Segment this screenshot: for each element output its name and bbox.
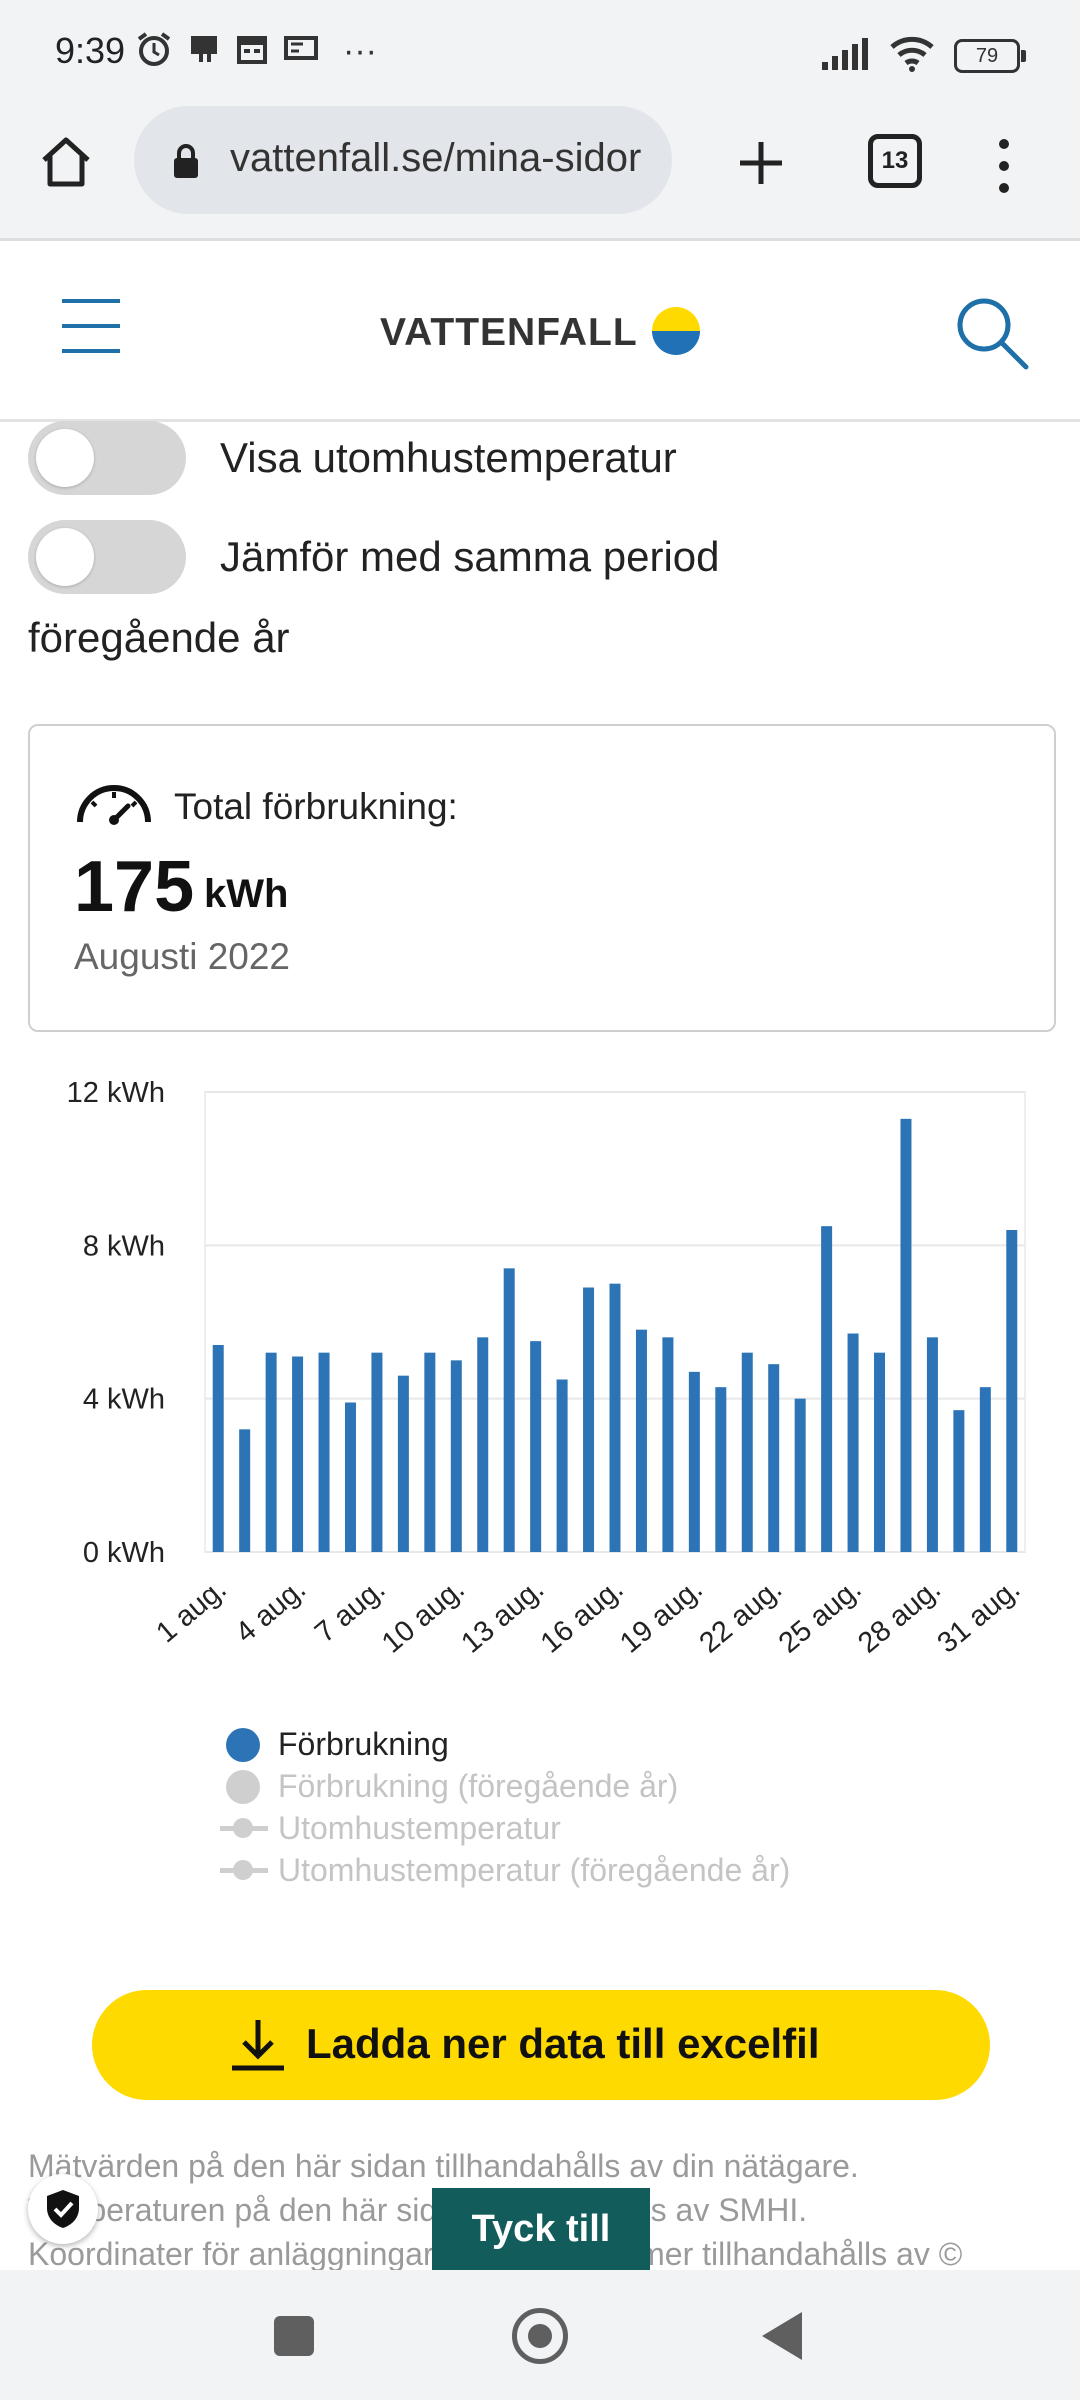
recent-apps-icon[interactable] <box>274 2316 314 2356</box>
legend-line-icon <box>220 1860 268 1880</box>
home-circle-icon[interactable] <box>512 2308 568 2364</box>
signal-icon <box>820 36 870 75</box>
download-icon <box>228 2014 288 2079</box>
card-title: Total förbrukning: <box>174 786 458 827</box>
back-icon[interactable] <box>762 2312 802 2360</box>
bar <box>530 1341 542 1552</box>
feedback-button[interactable]: Tyck till <box>432 2188 650 2270</box>
bar <box>874 1352 886 1552</box>
bar <box>821 1226 833 1552</box>
x-tick-label: 13 aug. <box>455 1573 550 1660</box>
bar <box>847 1333 859 1552</box>
bar <box>662 1337 674 1552</box>
url-text: vattenfall.se/mina-sidor <box>230 136 642 180</box>
bar <box>239 1429 251 1552</box>
lock-icon <box>172 144 200 183</box>
bar <box>477 1337 489 1552</box>
address-bar[interactable]: vattenfall.se/mina-sidor <box>134 106 672 214</box>
menu-icon[interactable] <box>62 299 120 355</box>
bar <box>609 1283 621 1552</box>
gauge-icon <box>74 780 154 831</box>
clock: 9:39 <box>55 30 126 71</box>
legend-line-icon <box>220 1818 268 1838</box>
download-label: Ladda ner data till excelfil <box>306 2020 820 2067</box>
status-bar: 9:39 ··· 79 <box>0 0 1080 100</box>
bar <box>715 1387 727 1552</box>
bar <box>371 1352 383 1552</box>
bar <box>953 1410 965 1552</box>
notification-app-icon <box>187 32 221 71</box>
alarm-icon <box>135 30 173 73</box>
privacy-shield-icon[interactable] <box>28 2174 98 2244</box>
y-tick-label: 8 kWh <box>83 1230 165 1262</box>
data-source-note: Mätvärden på den här sidan tillhandahåll… <box>28 2148 963 2272</box>
total-unit: kWh <box>204 872 289 916</box>
notification-icons: ··· <box>135 30 377 73</box>
bar <box>768 1364 780 1552</box>
y-tick-label: 0 kWh <box>83 1537 165 1569</box>
x-tick-label: 25 aug. <box>773 1573 868 1660</box>
bar <box>794 1398 806 1552</box>
tab-switcher-button[interactable]: 13 <box>868 134 922 188</box>
system-navigation-bar <box>0 2270 1080 2400</box>
x-tick-label: 10 aug. <box>376 1573 471 1660</box>
bar <box>424 1352 436 1552</box>
battery-icon: 79 <box>954 38 1026 73</box>
period-label: Augusti 2022 <box>74 936 291 977</box>
toggle-outdoor-temperature-label: Visa utomhustemperatur <box>220 434 677 481</box>
x-tick-label: 4 aug. <box>230 1573 312 1649</box>
x-tick-label: 19 aug. <box>614 1573 709 1660</box>
bar <box>450 1360 462 1552</box>
bar <box>503 1268 515 1552</box>
y-tick-label: 4 kWh <box>83 1384 165 1416</box>
toggle-compare-previous-year-label: Jämför med samma period <box>220 533 720 580</box>
bar <box>344 1402 356 1552</box>
browser-toolbar: vattenfall.se/mina-sidor 13 <box>0 100 1080 241</box>
total-consumption-card: Total förbrukning: 175 kWh Augusti 2022 <box>28 724 1056 1032</box>
bar <box>1006 1230 1018 1552</box>
site-header: VATTENFALL <box>0 241 1080 422</box>
x-tick-label: 1 aug. <box>150 1573 232 1649</box>
bar <box>979 1387 991 1552</box>
bar <box>292 1356 304 1552</box>
toggle-outdoor-temperature[interactable] <box>28 421 186 495</box>
bar <box>741 1352 753 1552</box>
legend-dot-icon <box>226 1728 260 1762</box>
message-icon <box>283 32 321 71</box>
new-tab-icon[interactable] <box>728 130 794 196</box>
logo-mark-icon <box>652 307 700 355</box>
bar <box>265 1352 277 1552</box>
toggle-compare-previous-year[interactable] <box>28 520 186 594</box>
legend-dot-icon <box>226 1770 260 1804</box>
bar <box>688 1371 700 1552</box>
y-tick-label: 12 kWh <box>67 1077 165 1109</box>
logo[interactable]: VATTENFALL <box>380 311 638 354</box>
home-icon[interactable] <box>36 132 96 192</box>
x-tick-label: 16 aug. <box>535 1573 630 1660</box>
more-notifications-icon: ··· <box>343 32 377 70</box>
more-options-icon[interactable] <box>994 136 1014 196</box>
download-excel-button[interactable]: Ladda ner data till excelfil <box>92 1990 990 2100</box>
calendar-icon <box>235 32 269 71</box>
search-icon[interactable] <box>952 293 1032 373</box>
bar <box>318 1352 330 1552</box>
x-tick-label: 31 aug. <box>932 1573 1027 1660</box>
bar <box>900 1118 912 1552</box>
bar <box>635 1329 647 1552</box>
x-tick-label: 28 aug. <box>852 1573 947 1660</box>
bar <box>212 1345 224 1552</box>
bar <box>583 1287 595 1552</box>
x-tick-label: 22 aug. <box>694 1573 789 1660</box>
toggle-compare-previous-year-label-cont: föregående år <box>28 614 290 661</box>
bar <box>926 1337 938 1552</box>
bar <box>397 1375 409 1552</box>
total-value: 175 <box>74 847 195 927</box>
system-indicators: 79 <box>820 34 1026 77</box>
wifi-icon <box>888 34 936 77</box>
bar <box>556 1379 568 1552</box>
